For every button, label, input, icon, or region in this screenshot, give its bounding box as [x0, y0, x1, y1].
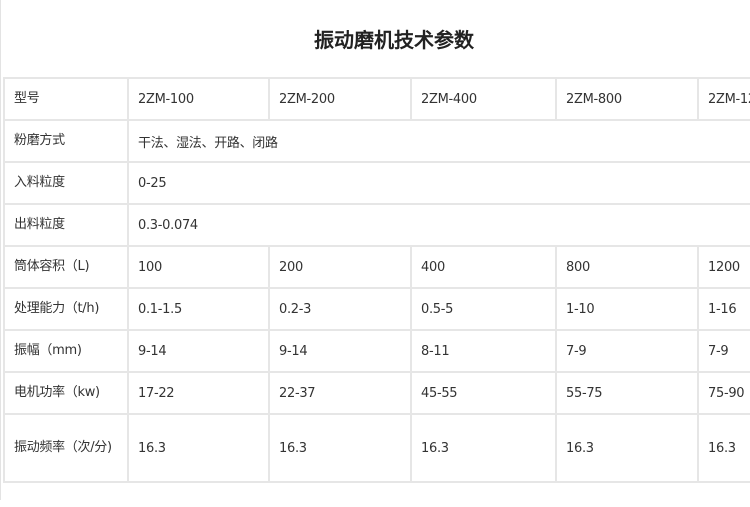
- table-row: 出料粒度 0.3-0.074: [3, 203, 750, 247]
- row-label: 电机功率（kw): [3, 371, 129, 415]
- table-cell: 16.3: [410, 413, 557, 483]
- table-cell: 9-14: [268, 329, 412, 373]
- table-row: 振幅（mm) 9-14 9-14 8-11 7-9 7-9: [3, 329, 750, 373]
- table-cell: 1200: [697, 245, 750, 289]
- table-cell: 9-14: [127, 329, 270, 373]
- table-cell: 16.3: [555, 413, 699, 483]
- table-cell: 8-11: [410, 329, 557, 373]
- table-cell: 400: [410, 245, 557, 289]
- table-cell: 0.1-1.5: [127, 287, 270, 331]
- table-cell: 0.3-0.074: [127, 203, 750, 247]
- row-label: 振幅（mm): [3, 329, 129, 373]
- row-label: 入料粒度: [3, 161, 129, 205]
- table-cell: 2ZM-400: [410, 77, 557, 121]
- table-cell: 22-37: [268, 371, 412, 415]
- table-cell: 45-55: [410, 371, 557, 415]
- table-cell: 100: [127, 245, 270, 289]
- table-cell: 0.5-5: [410, 287, 557, 331]
- table-cell: 200: [268, 245, 412, 289]
- spec-table-container: 型号2ZM-1002ZM-2002ZM-4002ZM-8002ZM-1200粉磨…: [3, 77, 750, 507]
- table-row: 处理能力（t/h) 0.1-1.5 0.2-3 0.5-5 1-10 1-16: [3, 287, 750, 331]
- table-row: 振动频率（次/分) 16.3 16.3 16.3 16.3 16.3: [3, 413, 750, 483]
- table-cell: 1-16: [697, 287, 750, 331]
- row-label: 振动频率（次/分): [3, 413, 129, 483]
- spec-table: 型号2ZM-1002ZM-2002ZM-4002ZM-8002ZM-1200粉磨…: [3, 77, 750, 483]
- table-row: 电机功率（kw) 17-22 22-37 45-55 55-75 75-90: [3, 371, 750, 415]
- table-cell: 800: [555, 245, 699, 289]
- row-label: 筒体容积（L): [3, 245, 129, 289]
- table-cell: 17-22: [127, 371, 270, 415]
- row-label: 处理能力（t/h): [3, 287, 129, 331]
- row-label: 出料粒度: [3, 203, 129, 247]
- page-title: 振动磨机技术参数: [314, 28, 474, 52]
- table-cell: 16.3: [697, 413, 750, 483]
- table-cell: 16.3: [268, 413, 412, 483]
- table-cell: 2ZM-100: [127, 77, 270, 121]
- table-cell: 0.2-3: [268, 287, 412, 331]
- row-label: 粉磨方式: [3, 119, 129, 163]
- table-cell: 16.3: [127, 413, 270, 483]
- table-cell: 7-9: [697, 329, 750, 373]
- table-cell: 7-9: [555, 329, 699, 373]
- table-cell: 0-25: [127, 161, 750, 205]
- page-border: [0, 0, 1, 500]
- table-row: 筒体容积（L) 100 200 400 800 1200: [3, 245, 750, 289]
- table-cell: 干法、湿法、开路、闭路: [127, 119, 750, 163]
- row-label: 型号: [3, 77, 129, 121]
- table-row: 粉磨方式 干法、湿法、开路、闭路: [3, 119, 750, 163]
- table-cell: 75-90: [697, 371, 750, 415]
- table-cell: 2ZM-200: [268, 77, 412, 121]
- table-cell: 55-75: [555, 371, 699, 415]
- table-cell: 2ZM-800: [555, 77, 699, 121]
- table-cell: 2ZM-1200: [697, 77, 750, 121]
- table-row: 入料粒度 0-25: [3, 161, 750, 205]
- table-cell: 1-10: [555, 287, 699, 331]
